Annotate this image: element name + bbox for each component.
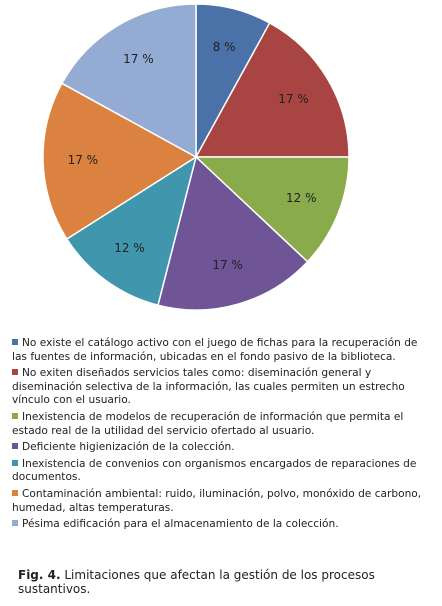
legend-label: Inexistencia de modelos de recuperación … [12,410,404,437]
data-label: 12 % [114,241,145,255]
pie-slice [157,155,309,311]
legend: No existe el catálogo activo con el jueg… [12,337,428,535]
pie-slice [194,156,350,263]
legend-swatch [12,443,18,450]
data-label: 17 % [123,52,154,66]
caption: Fig. 4. Limitaciones que afectan la gest… [18,568,418,596]
pie-chart: 8 % 17 % 12 % 17 % 12 % 17 % 17 % [42,3,350,311]
legend-item: Inexistencia de modelos de recuperación … [12,411,428,438]
pie-slice [65,155,198,307]
pie-slice [60,3,197,159]
data-label: 17 % [278,92,309,106]
legend-label: Inexistencia de convenios con organismos… [12,457,417,484]
data-label: 17 % [212,258,243,272]
data-label: 12 % [286,191,317,205]
legend-item: Pésima edificación para el almacenamient… [12,518,428,532]
data-label: 8 % [213,40,236,54]
legend-swatch [12,459,18,466]
caption-label: Fig. 4. [18,568,61,582]
legend-item: Inexistencia de convenios con organismos… [12,458,428,485]
legend-label: Contaminación ambiental: ruido, iluminac… [12,487,422,514]
legend-label: No existe el catálogo activo con el jueg… [12,337,418,363]
caption-text: Limitaciones que afectan la gestión de l… [18,568,375,596]
legend-label: Deficiente higienización de la colección… [22,441,235,454]
legend-swatch [12,369,18,376]
legend-item: Deficiente higienización de la colección… [12,441,428,455]
pie-slice [42,82,198,241]
legend-item: No exiten diseñados servicios tales como… [12,367,428,408]
legend-swatch [12,520,18,527]
legend-label: No exiten diseñados servicios tales como… [12,367,405,407]
legend-item: Contaminación ambiental: ruido, iluminac… [12,488,428,515]
pie-slice [194,21,350,158]
legend-label: Pésima edificación para el almacenamient… [22,518,339,531]
legend-swatch [12,489,18,496]
legend-swatch [12,339,18,345]
data-label: 17 % [68,153,99,167]
legend-swatch [12,412,18,419]
legend-item: No existe el catálogo activo con el jueg… [12,337,428,364]
